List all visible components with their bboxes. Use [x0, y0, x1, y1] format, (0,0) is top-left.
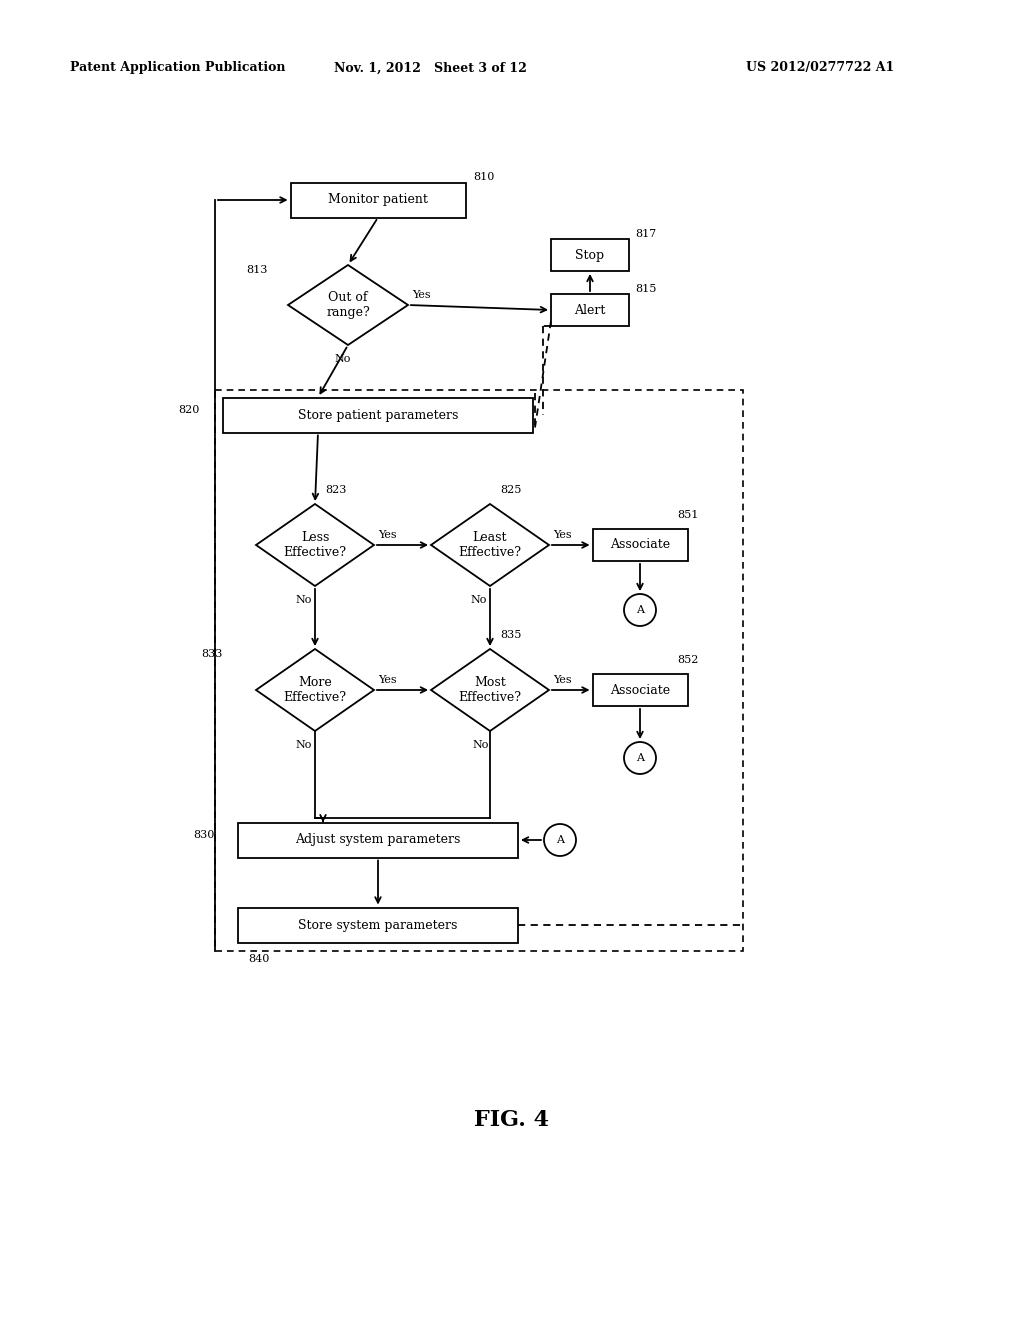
Text: Least
Effective?: Least Effective? [459, 531, 521, 558]
FancyBboxPatch shape [238, 908, 518, 942]
Text: 830: 830 [193, 830, 214, 840]
Text: Alert: Alert [574, 304, 605, 317]
Text: 815: 815 [635, 284, 656, 294]
Text: Associate: Associate [610, 539, 670, 552]
Polygon shape [256, 649, 374, 731]
Text: No: No [295, 595, 311, 605]
Text: More
Effective?: More Effective? [284, 676, 346, 704]
Text: US 2012/0277722 A1: US 2012/0277722 A1 [745, 62, 894, 74]
FancyBboxPatch shape [291, 182, 466, 218]
Polygon shape [431, 504, 549, 586]
Text: Stop: Stop [575, 248, 604, 261]
Text: Out of
range?: Out of range? [326, 290, 370, 319]
Text: FIG. 4: FIG. 4 [474, 1109, 550, 1131]
Text: Less
Effective?: Less Effective? [284, 531, 346, 558]
Text: Associate: Associate [610, 684, 670, 697]
Text: Yes: Yes [378, 675, 396, 685]
Text: Monitor patient: Monitor patient [328, 194, 428, 206]
Text: Yes: Yes [412, 290, 431, 300]
FancyBboxPatch shape [223, 397, 534, 433]
FancyBboxPatch shape [551, 294, 629, 326]
Polygon shape [256, 504, 374, 586]
Text: 810: 810 [473, 173, 495, 182]
Text: Nov. 1, 2012   Sheet 3 of 12: Nov. 1, 2012 Sheet 3 of 12 [334, 62, 526, 74]
Text: A: A [556, 836, 564, 845]
Text: 833: 833 [201, 649, 222, 659]
Text: A: A [636, 752, 644, 763]
Polygon shape [431, 649, 549, 731]
Text: 840: 840 [248, 953, 269, 964]
Text: Store patient parameters: Store patient parameters [298, 408, 458, 421]
Text: Store system parameters: Store system parameters [298, 919, 458, 932]
FancyBboxPatch shape [238, 822, 518, 858]
Text: Yes: Yes [553, 675, 571, 685]
Text: Yes: Yes [378, 531, 396, 540]
Text: No: No [295, 741, 311, 750]
Text: A: A [636, 605, 644, 615]
Text: Yes: Yes [553, 531, 571, 540]
Text: 851: 851 [678, 510, 698, 520]
Text: No: No [470, 595, 486, 605]
Polygon shape [288, 265, 408, 345]
Text: No: No [472, 741, 488, 750]
Text: Most
Effective?: Most Effective? [459, 676, 521, 704]
FancyBboxPatch shape [593, 675, 687, 706]
Text: 835: 835 [500, 630, 521, 640]
Text: 852: 852 [678, 655, 698, 665]
Text: 823: 823 [325, 484, 346, 495]
Text: 825: 825 [500, 484, 521, 495]
Text: No: No [334, 354, 350, 364]
Text: 820: 820 [178, 405, 200, 414]
Text: 817: 817 [635, 228, 656, 239]
Text: 813: 813 [246, 265, 267, 275]
FancyBboxPatch shape [551, 239, 629, 271]
FancyBboxPatch shape [593, 529, 687, 561]
Text: Patent Application Publication: Patent Application Publication [70, 62, 286, 74]
Text: Adjust system parameters: Adjust system parameters [295, 833, 461, 846]
